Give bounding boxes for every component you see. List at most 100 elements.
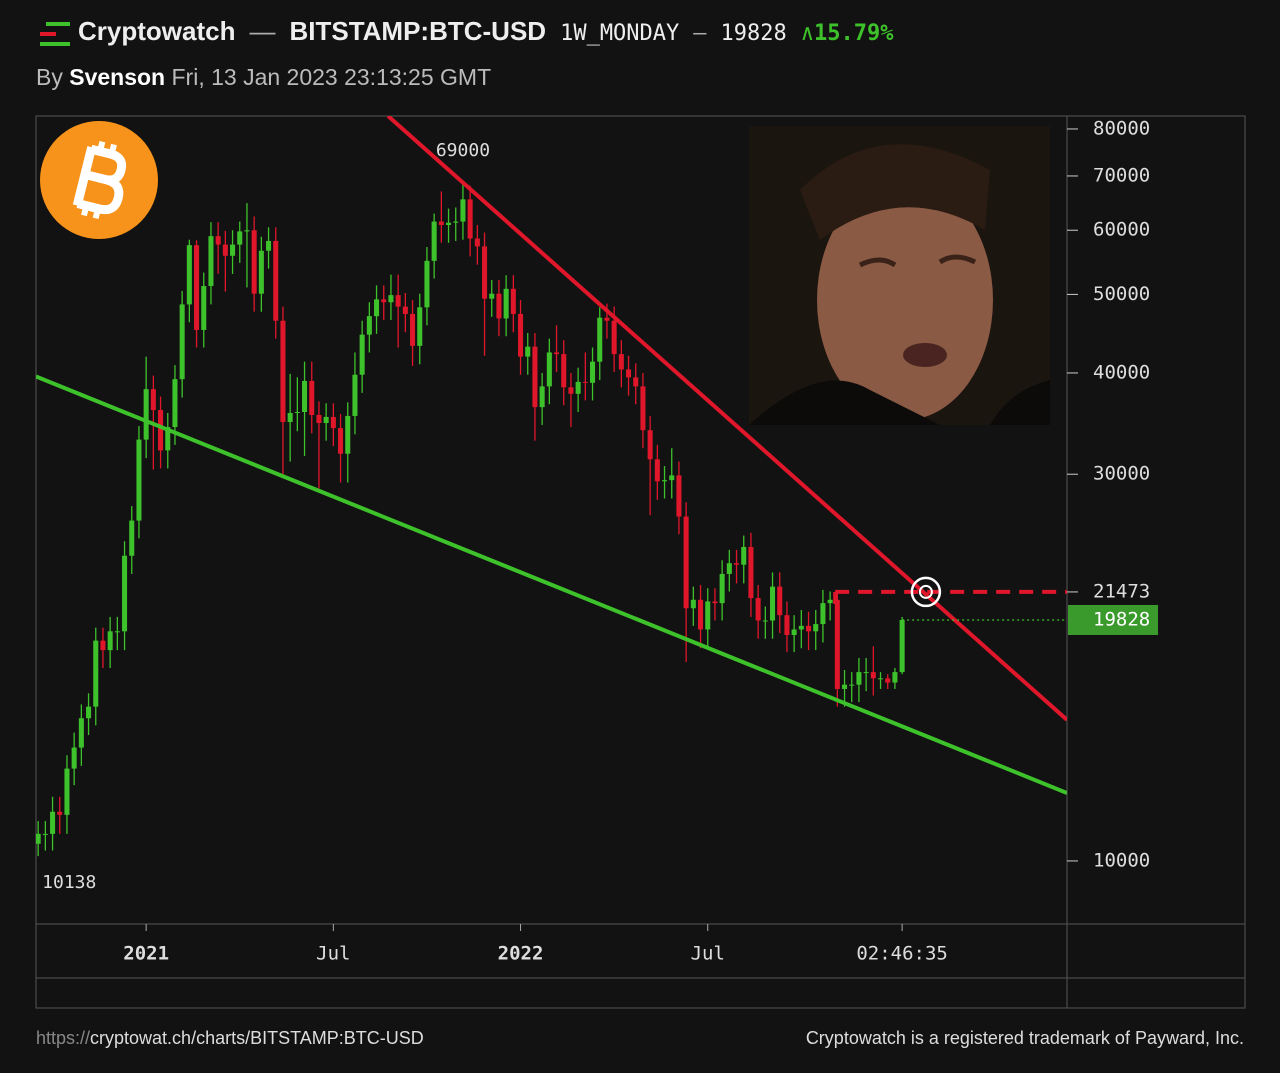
candle-body [892, 672, 898, 683]
candle-body [222, 244, 228, 256]
logo [40, 22, 70, 46]
candle-body [417, 307, 423, 346]
candle-body [388, 295, 394, 303]
by: By [36, 64, 63, 90]
x-tick-label: 02:46:35 [856, 943, 948, 965]
candle-body [42, 833, 48, 835]
candle-body [698, 599, 704, 630]
candle-body [575, 381, 581, 394]
candle-body [770, 586, 776, 621]
candle-body [676, 475, 682, 517]
candle-body [136, 439, 142, 521]
candle-body [266, 240, 272, 251]
candle-body [604, 317, 610, 321]
candle-body [626, 369, 632, 378]
pair: BITSTAMP:BTC-USD [289, 16, 547, 46]
candle-body [496, 293, 502, 319]
candle-body [100, 640, 106, 651]
candle-body [165, 427, 171, 451]
candle-body [57, 811, 63, 815]
brand: Cryptowatch [78, 16, 236, 46]
candle-body [280, 320, 286, 422]
candle-body [798, 625, 804, 630]
candle-body [611, 320, 617, 355]
separator: — [249, 16, 276, 46]
candle-body [806, 625, 812, 632]
y-tick-label: 70000 [1093, 164, 1150, 186]
trademark: Cryptowatch is a registered trademark of… [805, 1028, 1244, 1048]
candle-body [633, 377, 639, 387]
trendline [386, 116, 1067, 722]
candle-body [244, 230, 250, 232]
candle-body [669, 475, 675, 481]
candle-body [64, 768, 70, 815]
candle-body [870, 672, 876, 679]
candle-body [690, 599, 696, 609]
level-label: 21473 [1093, 580, 1150, 602]
candle-body [316, 414, 322, 423]
y-tick-label: 80000 [1093, 117, 1150, 139]
byline: By Svenson Fri, 13 Jan 2023 23:13:25 GMT [36, 64, 491, 91]
candle-body [662, 480, 668, 482]
price: 19828 [720, 21, 787, 46]
bitcoin-logo [40, 121, 158, 239]
candle-body [590, 361, 596, 383]
candle-body [345, 415, 351, 454]
candle-body [849, 684, 855, 686]
candle-body [532, 346, 538, 408]
candle-body [820, 603, 826, 625]
candle-body [741, 546, 747, 565]
url[interactable]: https://cryptowat.ch/charts/BITSTAMP:BTC… [36, 1028, 424, 1049]
candle-body [431, 221, 437, 261]
last-price-label: 19828 [1093, 608, 1150, 630]
candle-body [366, 316, 372, 335]
candle-body [446, 222, 452, 225]
candle-body [546, 352, 552, 387]
candle-body [554, 352, 560, 355]
y-tick-label: 40000 [1093, 361, 1150, 383]
candle-body [640, 386, 646, 431]
candle-body [158, 410, 164, 451]
candle-body [791, 629, 797, 636]
candle-body [129, 520, 135, 556]
x-tick-label: 2022 [498, 943, 544, 965]
candle-body [762, 620, 768, 622]
candle-body [683, 516, 689, 609]
low-label: 10138 [42, 872, 96, 893]
frame [35, 115, 1246, 1009]
candle-body [878, 678, 884, 680]
candle-body [438, 221, 444, 225]
trendline [36, 374, 1067, 795]
candle-body [453, 221, 459, 223]
candle-body [842, 684, 848, 689]
candle-body [381, 299, 387, 303]
candle-body [402, 306, 408, 314]
candle-body [424, 260, 430, 308]
timestamp: Fri, 13 Jan 2023 23:13:25 GMT [171, 64, 492, 90]
level-marker [910, 576, 942, 608]
candle-body [525, 346, 531, 357]
candle-body [755, 598, 761, 621]
candle-body [474, 238, 480, 247]
candle-body [539, 386, 545, 408]
candle-body [410, 313, 416, 346]
candle-body [237, 231, 243, 245]
y-tick-label: 60000 [1093, 219, 1150, 241]
candle-body [78, 718, 84, 748]
x-tick-label: 2021 [123, 943, 169, 965]
y-tick-label: 50000 [1093, 283, 1150, 305]
x-tick-label: Jul [316, 943, 350, 965]
candle-body [309, 380, 315, 415]
separator: — [693, 21, 707, 46]
candle-body [352, 374, 358, 416]
candle-body [287, 412, 293, 422]
candle-body [50, 811, 56, 834]
candle-body [597, 317, 603, 362]
candle-body [122, 555, 128, 632]
candle-body [618, 354, 624, 370]
interval: 1W_MONDAY [560, 21, 680, 46]
candle-body [374, 299, 380, 317]
candle-body [258, 250, 264, 294]
candle-body [647, 430, 653, 460]
candle-body [294, 412, 300, 414]
